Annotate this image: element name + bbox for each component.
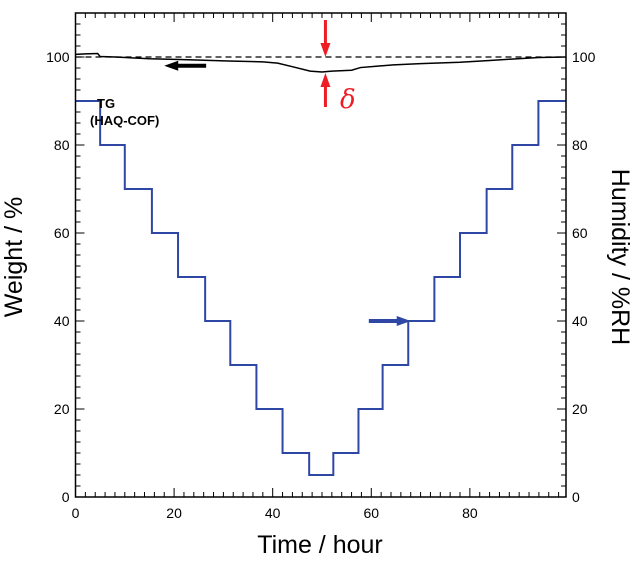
- delta-up-arrow-icon: [320, 72, 331, 107]
- y-tick-label: 100: [46, 49, 70, 65]
- x-tick-label: 20: [166, 505, 182, 521]
- x-tick-label: 60: [363, 505, 379, 521]
- x-tick-label: 0: [72, 505, 80, 521]
- weight-series-line: [75, 52, 567, 73]
- x-tick-label: 40: [265, 505, 281, 521]
- y-tick-label: 20: [54, 401, 70, 417]
- arrow-head: [164, 60, 179, 71]
- arrow-head: [320, 72, 331, 87]
- delta-label: δ: [340, 85, 356, 115]
- y-tick-label: 80: [54, 137, 70, 153]
- y2-tick-label: 60: [572, 225, 588, 241]
- y2-tick-label: 40: [572, 313, 588, 329]
- y-tick-label: 0: [62, 489, 70, 505]
- y-axis-label: Weight / %: [0, 197, 28, 317]
- y2-tick-label: 0: [572, 489, 580, 505]
- y2-axis-label: Humidity / %RH: [606, 169, 633, 345]
- weight-axis-arrow-icon: [164, 60, 207, 71]
- delta-down-arrow-icon: [320, 20, 331, 57]
- x-axis-label: Time / hour: [257, 531, 383, 559]
- plot-frame: [74, 12, 567, 498]
- arrow-head: [320, 43, 331, 57]
- humidity-axis-arrow-icon: [368, 316, 411, 326]
- x-tick-label: 80: [462, 505, 478, 521]
- arrow-head: [396, 316, 411, 326]
- y2-tick-label: 80: [572, 137, 588, 153]
- y-tick-label: 40: [54, 313, 70, 329]
- y2-tick-label: 20: [572, 401, 588, 417]
- humidity-series-line: [75, 100, 566, 476]
- y2-tick-label: 100: [572, 49, 596, 65]
- series-label-tg: TG: [97, 96, 115, 111]
- series-label-haq-cof: (HAQ-COF): [90, 113, 159, 128]
- y-tick-label: 60: [54, 225, 70, 241]
